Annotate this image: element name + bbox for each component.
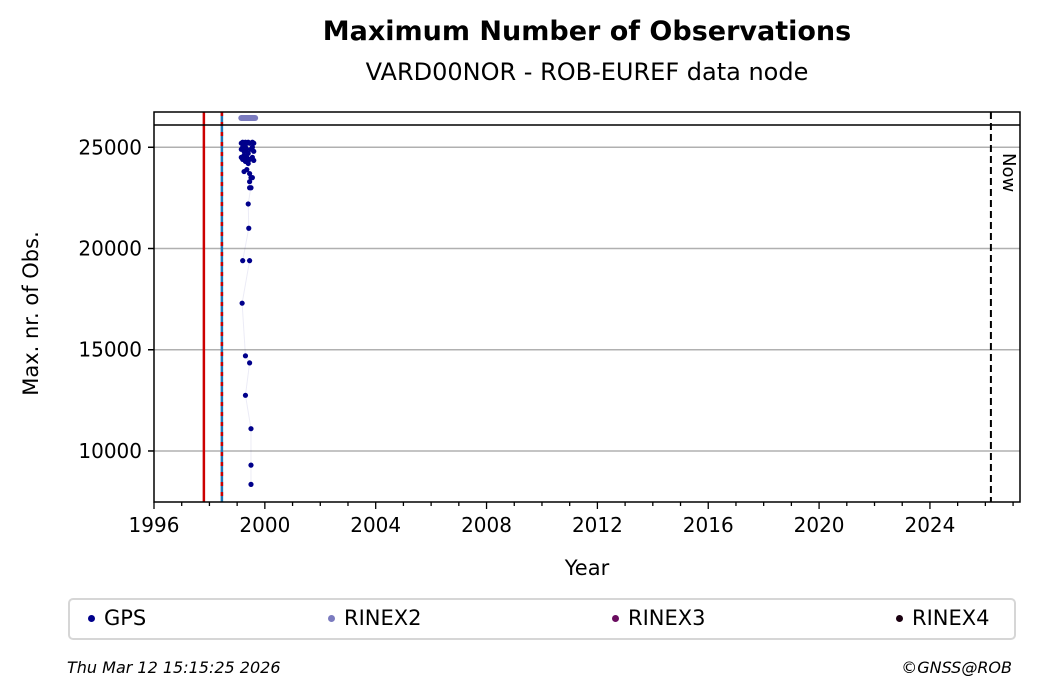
x-tick-label: 2012	[572, 513, 623, 537]
gps-point	[249, 144, 255, 150]
gps-point	[251, 148, 257, 154]
y-tick-label: 20000	[78, 237, 142, 261]
x-tick-label: 1996	[129, 513, 180, 537]
chart-subtitle: VARD00NOR - ROB-EUREF data node	[365, 58, 809, 86]
gps-point	[247, 258, 253, 264]
gps-point	[245, 160, 251, 167]
y-tick-label: 10000	[78, 439, 142, 463]
x-tick-label: 2024	[904, 513, 955, 537]
y-axis-label: Max. nr. of Obs.	[19, 231, 43, 396]
gps-point	[247, 170, 253, 177]
gps-point	[244, 166, 250, 173]
copyright: ©GNSS@ROB	[901, 658, 1012, 677]
legend-item-rinex2: RINEX2	[328, 606, 422, 630]
legend-item-gps: GPS	[88, 606, 146, 630]
gps-point	[245, 201, 251, 207]
gps-point	[240, 258, 246, 264]
x-tick-label: 2008	[461, 513, 512, 537]
gps-point	[242, 353, 249, 359]
legend-label: GPS	[104, 606, 147, 630]
x-tick-label: 2000	[239, 513, 290, 537]
legend-label: RINEX4	[912, 606, 990, 630]
x-tick-label: 2016	[683, 513, 734, 537]
legend-marker	[612, 614, 619, 622]
gps-point	[248, 185, 254, 191]
legend-item-rinex4: RINEX4	[896, 606, 990, 630]
gps-point	[248, 462, 254, 468]
legend-marker	[896, 614, 903, 622]
legend-marker	[328, 614, 335, 622]
x-tick-label: 2020	[794, 513, 845, 537]
gps-point	[246, 225, 252, 231]
gps-trace	[239, 141, 255, 485]
gps-point	[249, 175, 255, 181]
now-label: Now	[998, 153, 1019, 192]
gps-point	[245, 150, 251, 156]
x-axis-label: Year	[564, 556, 610, 580]
x-tick-label: 2004	[350, 513, 401, 537]
gps-point	[239, 300, 245, 306]
gps-point	[247, 179, 253, 185]
y-tick-label: 15000	[78, 338, 142, 362]
gps-point	[248, 426, 254, 432]
gps-point	[248, 481, 254, 487]
legend-label: RINEX3	[628, 606, 706, 630]
gps-point	[244, 146, 250, 152]
gps-point	[251, 157, 257, 164]
legend-item-rinex3: RINEX3	[612, 606, 706, 630]
plot-frame	[153, 111, 1021, 503]
y-tick-label: 25000	[78, 135, 142, 159]
gps-point	[247, 360, 253, 366]
gps-point	[251, 140, 257, 146]
chart-title: Maximum Number of Observations	[322, 16, 852, 47]
legend: GPS RINEX2 RINEX3 RINEX4	[68, 598, 1016, 640]
timestamp: Thu Mar 12 15:15:25 2026	[67, 658, 281, 677]
gps-point	[242, 392, 249, 398]
legend-label: RINEX2	[344, 606, 422, 630]
legend-marker	[88, 614, 95, 622]
